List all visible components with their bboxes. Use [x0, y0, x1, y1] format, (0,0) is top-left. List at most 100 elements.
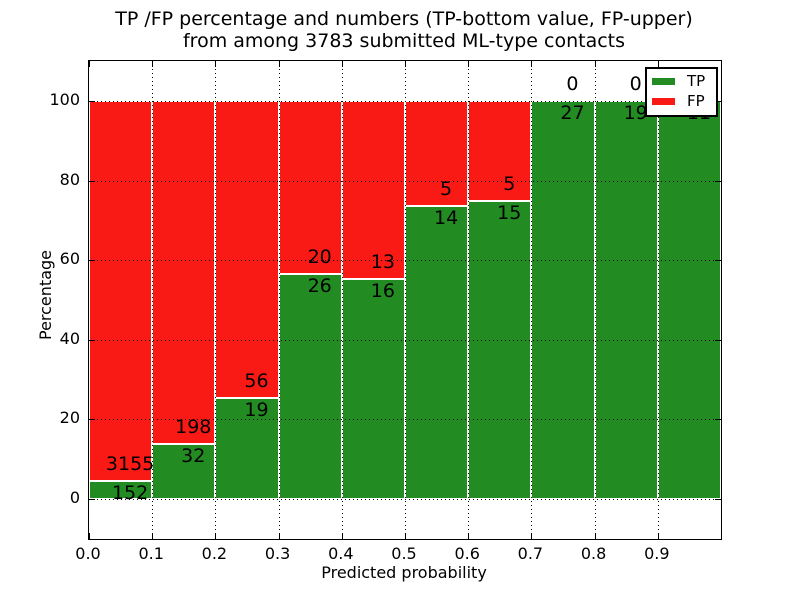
chart-title-line2: from among 3783 submitted ML-type contac…: [182, 30, 626, 52]
x-tick-label: 0.3: [264, 544, 291, 563]
v-gridline: [594, 61, 596, 539]
bar-segment-tp: [531, 101, 595, 499]
y-tick-label: 60: [59, 249, 80, 269]
bar-segment-tp: [657, 101, 721, 499]
x-tick-top: [594, 61, 596, 67]
v-gridline: [531, 61, 533, 539]
x-tick-top: [468, 61, 470, 67]
x-tick-bottom: [657, 533, 659, 539]
bar-segment-fp: [468, 101, 532, 201]
bar-segment-fp: [215, 101, 279, 399]
bar-segment-fp: [152, 101, 216, 444]
x-tick-bottom: [531, 533, 533, 539]
fp-count-label: 5: [440, 177, 453, 200]
tp-count-label: 19: [623, 102, 648, 124]
tp-legend-label: TP: [687, 71, 706, 90]
v-gridline: [405, 61, 406, 539]
tp-legend-swatch: [652, 77, 675, 85]
x-tick-label: 0.4: [328, 544, 354, 563]
x-tick-top: [89, 61, 90, 67]
fp-legend-swatch: [652, 97, 675, 105]
v-gridline: [152, 61, 154, 539]
x-tick-bottom: [152, 533, 154, 539]
y-tick-right: [715, 101, 721, 102]
x-tick-bottom: [721, 533, 722, 539]
y-tick-left: [89, 339, 95, 341]
x-tick-label: 0.5: [391, 544, 417, 563]
bar-segment-fp: [89, 101, 153, 481]
x-tick-top: [278, 61, 280, 67]
x-tick-top: [531, 61, 533, 67]
bar-segment-tp: [278, 274, 342, 499]
plot-area: 152315532198195626201613145155270190110: [88, 60, 722, 540]
x-tick-bottom: [341, 533, 343, 539]
x-tick-label: 0.0: [75, 544, 101, 563]
v-gridline: [468, 61, 470, 539]
fp-count-label: 0: [629, 73, 642, 95]
tp-count-label: 26: [307, 275, 332, 298]
bar-segment-tp: [89, 480, 153, 499]
legend-item-tp: TP: [647, 71, 716, 91]
tp-count-label: 16: [370, 280, 395, 303]
bar-segment-tp: [594, 101, 658, 499]
y-tick-left: [89, 180, 95, 182]
fp-count-label: 56: [244, 370, 269, 393]
x-tick-label: 0.6: [454, 544, 480, 563]
y-tick-right: [715, 499, 721, 500]
bar-segment-tp: [468, 200, 532, 499]
x-tick-label: 0.2: [201, 544, 228, 563]
y-tick-left: [89, 499, 95, 500]
x-tick-top: [405, 61, 406, 67]
v-gridline: [341, 61, 343, 539]
y-tick-label: 40: [59, 328, 80, 348]
y-tick-left: [89, 260, 95, 262]
x-tick-bottom: [405, 533, 406, 539]
tp-count-label: 15: [497, 201, 522, 224]
y-tick-left: [89, 101, 95, 102]
tp-count-label: 27: [560, 102, 585, 124]
x-tick-top: [721, 61, 722, 67]
tp-count-label: 152: [111, 481, 149, 504]
x-axis-label: Predicted probability: [321, 563, 487, 582]
tp-count-label: 14: [433, 206, 459, 229]
fp-count-label: 0: [566, 73, 579, 95]
x-tick-label: 0.9: [644, 544, 670, 563]
bar-segment-tp: [215, 398, 279, 499]
fp-count-label: 3155: [105, 452, 155, 475]
x-tick-bottom: [89, 533, 90, 539]
legend-item-fp: FP: [647, 91, 716, 111]
y-tick-label: 80: [59, 169, 80, 189]
tp-count-label: 19: [244, 399, 269, 422]
x-tick-bottom: [278, 533, 280, 539]
x-tick-label: 0.8: [580, 544, 607, 563]
y-tick-left: [89, 419, 95, 421]
x-tick-top: [657, 61, 659, 67]
x-tick-bottom: [468, 533, 470, 539]
fp-count-label: 5: [503, 172, 516, 195]
bar-segment-tp: [405, 205, 469, 499]
x-tick-bottom: [215, 533, 217, 539]
v-gridline: [278, 61, 280, 539]
x-tick-top: [152, 61, 154, 67]
x-tick-label: 0.1: [138, 544, 164, 563]
y-tick-right: [715, 260, 721, 262]
y-tick-label: 20: [59, 408, 80, 428]
fp-count-label: 198: [175, 415, 212, 438]
v-gridline: [215, 61, 217, 539]
v-gridline: [657, 61, 659, 539]
x-tick-top: [341, 61, 343, 67]
fp-count-label: 13: [370, 251, 395, 274]
y-tick-right: [715, 180, 721, 182]
y-tick-label: 0: [69, 488, 80, 507]
x-tick-top: [215, 61, 217, 67]
fp-count-label: 20: [307, 246, 332, 269]
tp-count-label: 32: [181, 444, 206, 467]
y-tick-right: [715, 339, 721, 341]
chart-title: TP /FP percentage and numbers (TP-bottom…: [88, 8, 720, 52]
fp-legend-label: FP: [687, 91, 705, 110]
y-tick-right: [715, 419, 721, 421]
chart-title-line1: TP /FP percentage and numbers (TP-bottom…: [115, 8, 693, 30]
x-tick-label: 0.7: [517, 544, 544, 563]
y-tick-label: 100: [49, 90, 80, 109]
